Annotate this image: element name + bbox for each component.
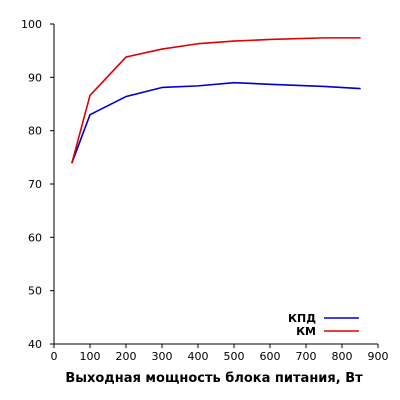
series-line-km — [71, 37, 361, 164]
x-tick-label: 100 — [80, 350, 101, 363]
y-tick-label: 90 — [28, 71, 42, 84]
x-tick-label: 400 — [188, 350, 209, 363]
y-tick-label: 50 — [28, 285, 42, 298]
chart-series — [71, 37, 361, 164]
x-tick-label: 300 — [152, 350, 173, 363]
y-tick-label: 60 — [28, 231, 42, 244]
x-tick-label: 200 — [116, 350, 137, 363]
y-tick-label: 80 — [28, 125, 42, 138]
x-tick-label: 800 — [332, 350, 353, 363]
legend-label-km: КМ — [296, 325, 316, 338]
x-axis-label: Выходная мощность блока питания, Вт — [65, 371, 363, 386]
chart-axes: 40 50 60 70 80 90 100 0 100 200 300 400 500 600 700 800… — [21, 18, 389, 363]
x-tick-label: 0 — [51, 350, 58, 363]
x-tick-label: 900 — [368, 350, 389, 363]
y-tick-label: 40 — [28, 338, 42, 351]
legend-label-kpd: КПД — [288, 312, 316, 325]
x-tick-label: 700 — [296, 350, 317, 363]
x-tick-label: 500 — [224, 350, 245, 363]
y-tick-label: 100 — [21, 18, 42, 31]
series-line-kpd — [71, 81, 361, 164]
x-tick-label: 600 — [260, 350, 281, 363]
y-tick-label: 70 — [28, 178, 42, 191]
